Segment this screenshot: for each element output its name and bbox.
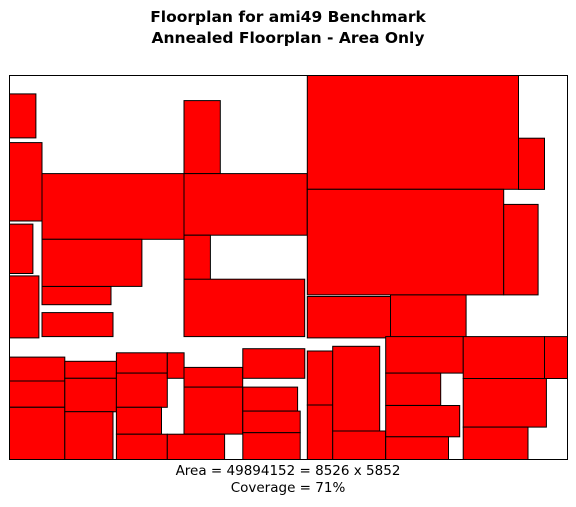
title-line-1: Floorplan for ami49 Benchmark [150,8,426,26]
floorplan-block-4 [9,275,40,339]
floorplan-block-14 [518,137,545,190]
floorplan-block-44 [385,436,450,460]
floorplan-block-9 [183,100,221,175]
floorplan-block-25 [115,352,168,374]
floorplan-block-47 [462,378,547,428]
floorplan-block-12 [183,278,306,338]
floorplan-block-45 [462,336,546,380]
coverage-label: Coverage = 71% [230,480,346,496]
floorplan-block-43 [385,405,461,438]
floorplan-block-5 [41,173,185,240]
floorplan-block-6 [41,238,143,287]
floorplan-block-28 [115,433,168,461]
area-label: Area = 49894152 = 8526 x 5852 [175,463,401,479]
floorplan-block-40 [332,430,387,460]
title-line-2: Annealed Floorplan - Area Only [151,29,425,47]
floorplan-block-31 [183,386,244,435]
chip-boundary [9,75,568,460]
floorplan-block-18 [390,294,467,339]
floorplan-block-46 [544,336,568,380]
floorplan-block-48 [462,426,529,461]
floorplan-block-1 [9,93,37,139]
floorplan-block-3 [9,223,34,275]
floorplan-block-20 [9,380,66,408]
floorplan-block-37 [306,350,334,406]
floorplan-block-27 [115,406,162,435]
floorplan-block-29 [166,352,185,379]
floorplan-block-8 [41,312,114,338]
floorplan-block-41 [385,336,464,374]
floorplan-block-24 [64,411,114,461]
floorplan-block-21 [9,406,66,460]
floorplan-block-19 [9,356,66,382]
floorplan-block-15 [306,188,505,296]
floorplan-block-26 [115,372,168,408]
floorplan-block-2 [9,142,43,222]
floorplan-block-30 [183,366,244,388]
figure-title: Floorplan for ami49 Benchmark Annealed F… [0,7,576,49]
floorplan-block-23 [64,377,117,413]
floorplan-block-39 [332,345,381,432]
floorplan-block-42 [385,372,442,406]
floorplan-block-38 [306,404,334,460]
floorplan-block-34 [242,386,299,412]
floorplan-block-16 [503,203,539,296]
floorplan-block-32 [166,433,226,461]
floorplan-block-10 [183,173,308,236]
floorplan-block-13 [306,75,519,190]
floorplan-block-36 [242,432,301,461]
floorplan-block-7 [41,286,112,306]
figure-footer: Area = 49894152 = 8526 x 5852 Coverage =… [0,463,576,497]
floorplan-block-33 [242,348,306,379]
floorplan-block-22 [64,360,117,379]
floorplan-block-35 [242,410,301,434]
floorplan-block-17 [306,296,391,339]
